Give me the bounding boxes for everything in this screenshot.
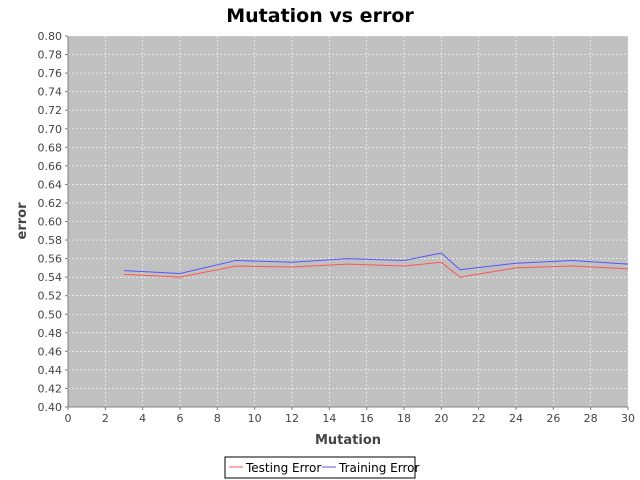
y-tick-label: 0.76: [38, 67, 63, 80]
y-tick-label: 0.66: [38, 160, 63, 173]
y-tick-label: 0.56: [38, 253, 63, 266]
x-tick-label: 4: [139, 412, 146, 425]
x-tick-label: 24: [509, 412, 523, 425]
y-tick-label: 0.78: [38, 49, 63, 62]
y-tick-label: 0.46: [38, 345, 63, 358]
y-tick-label: 0.48: [38, 327, 63, 340]
series-line-training-error: [123, 252, 629, 274]
legend-box: [224, 456, 416, 479]
y-tick-label: 0.40: [38, 401, 63, 414]
legend-label-training-error: Training Error: [338, 461, 419, 475]
y-axis-label: error: [15, 202, 30, 240]
y-tick-label: 0.44: [38, 364, 63, 377]
x-tick-label: 22: [472, 412, 486, 425]
x-tick-label: 26: [546, 412, 560, 425]
x-tick-label: 16: [360, 412, 374, 425]
series-line-testing-error: [123, 261, 629, 278]
y-tick-label: 0.68: [38, 141, 63, 154]
x-tick-label: 30: [621, 412, 635, 425]
y-tick-label: 0.52: [38, 290, 63, 303]
x-tick-label: 20: [434, 412, 448, 425]
y-tick-label: 0.62: [38, 197, 63, 210]
x-tick-label: 14: [322, 412, 336, 425]
x-axis-label: Mutation: [315, 433, 381, 448]
legend-label-testing-error: Testing Error: [245, 461, 321, 475]
x-axis-ticks: 0 2 4 6 8 10 12 14 16 18 20 22 24 26 28 30: [65, 407, 635, 425]
y-tick-label: 0.50: [38, 308, 63, 321]
chart-title: Mutation vs error: [226, 5, 414, 27]
x-tick-label: 10: [248, 412, 262, 425]
x-tick-label: 0: [65, 412, 72, 425]
x-tick-label: 12: [285, 412, 299, 425]
x-tick-label: 28: [584, 412, 598, 425]
y-tick-label: 0.58: [38, 234, 63, 247]
y-tick-label: 0.72: [38, 104, 63, 117]
legend: Testing Error Training Error: [224, 456, 419, 479]
y-tick-label: 0.74: [38, 86, 63, 99]
x-tick-label: 6: [177, 412, 184, 425]
x-tick-label: 8: [214, 412, 221, 425]
y-tick-label: 0.42: [38, 382, 63, 395]
x-tick-label: 2: [102, 412, 109, 425]
series-lines: [123, 252, 629, 278]
x-tick-label: 18: [397, 412, 411, 425]
y-tick-label: 0.60: [38, 216, 63, 229]
y-tick-label: 0.70: [38, 123, 63, 136]
y-tick-label: 0.54: [38, 271, 63, 284]
y-tick-label: 0.80: [38, 30, 63, 43]
y-axis-ticks: 0.40 0.42 0.44 0.46 0.48 0.50 0.52 0.54 0.56 0.58…: [38, 30, 68, 414]
grid: [67, 35, 629, 408]
y-tick-label: 0.64: [38, 178, 63, 191]
